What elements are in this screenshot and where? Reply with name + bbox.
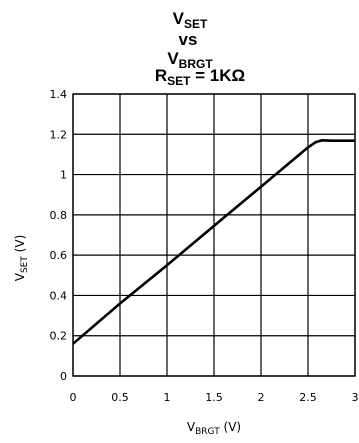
y-tick-label: 1.4 xyxy=(50,88,68,101)
x-tick-label: 0.5 xyxy=(111,391,129,404)
y-tick-label: 0 xyxy=(60,370,67,383)
x-tick-label: 1 xyxy=(164,391,171,404)
x-tick-label: 1.5 xyxy=(205,391,223,404)
y-tick-label: 0.4 xyxy=(50,289,68,302)
tick-labels: 0 0.5 1 1.5 2 2.5 3 0 0.2 0.4 0.6 0.8 1 1.2 1.4 xyxy=(50,88,359,404)
series-line xyxy=(72,139,355,345)
x-tick-label: 2.5 xyxy=(299,391,317,404)
y-tick-label: 0.2 xyxy=(50,330,68,343)
y-tick-label: 0.6 xyxy=(50,249,68,262)
y-tick-label: 1 xyxy=(60,169,67,182)
y-tick-label: 0.8 xyxy=(50,209,68,222)
y-tick-label: 1.2 xyxy=(50,128,68,141)
chart-title-line-3: VBRGT xyxy=(167,49,213,71)
x-tick-label: 3 xyxy=(352,391,359,404)
grid xyxy=(72,93,356,377)
y-axis-label: VSET (V) xyxy=(13,235,30,282)
chart-title-line-2: vs xyxy=(179,30,198,49)
x-tick-label: 2 xyxy=(258,391,265,404)
chart-title-line-1: VSET xyxy=(173,9,208,31)
x-axis-label: VBRGT (V) xyxy=(187,420,241,437)
plot-border xyxy=(72,93,356,377)
x-tick-label: 0 xyxy=(70,391,77,404)
chart-title-line-4: RSET = 1KΩ xyxy=(155,66,245,88)
